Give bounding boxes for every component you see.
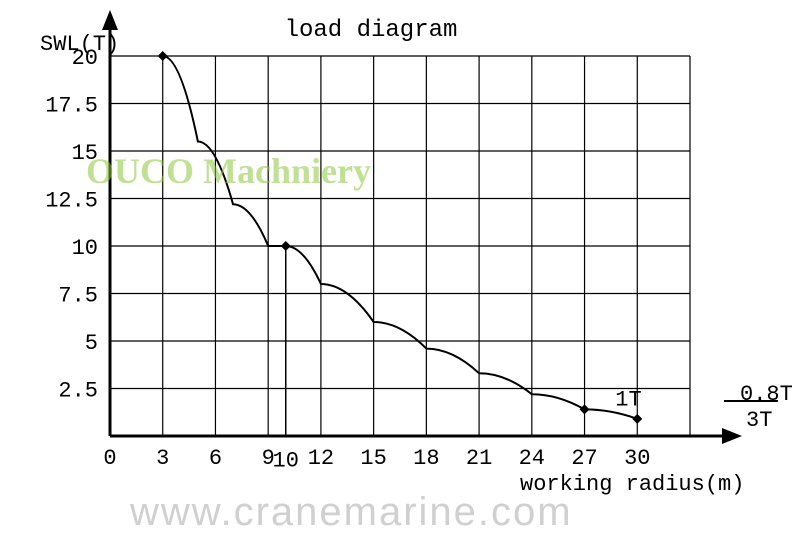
- svg-text:18: 18: [413, 446, 439, 471]
- svg-text:load diagram: load diagram: [285, 17, 458, 44]
- svg-text:0: 0: [103, 446, 116, 471]
- svg-text:3T: 3T: [746, 408, 772, 433]
- svg-text:2.5: 2.5: [58, 379, 98, 404]
- svg-text:15: 15: [360, 446, 386, 471]
- svg-text:0.8T: 0.8T: [740, 382, 793, 407]
- svg-text:10: 10: [72, 236, 98, 261]
- svg-text:SWL(T): SWL(T): [40, 32, 119, 57]
- svg-text:6: 6: [209, 446, 222, 471]
- svg-text:12: 12: [308, 446, 334, 471]
- svg-text:24: 24: [519, 446, 545, 471]
- svg-text:17.5: 17.5: [45, 94, 98, 119]
- svg-text:1T: 1T: [615, 388, 641, 413]
- watermark-url: www.cranemarine.com: [130, 490, 573, 535]
- svg-text:30: 30: [624, 446, 650, 471]
- svg-text:12.5: 12.5: [45, 189, 98, 214]
- svg-text:21: 21: [466, 446, 492, 471]
- load-diagram-chart: 0369121518212427302.557.51012.51517.520l…: [0, 0, 800, 550]
- svg-text:10: 10: [273, 448, 299, 473]
- svg-text:5: 5: [85, 331, 98, 356]
- svg-text:27: 27: [571, 446, 597, 471]
- watermark-brand: OUCO Machniery: [86, 150, 371, 192]
- svg-text:7.5: 7.5: [58, 284, 98, 309]
- svg-text:3: 3: [156, 446, 169, 471]
- chart-svg: 0369121518212427302.557.51012.51517.520l…: [0, 0, 800, 550]
